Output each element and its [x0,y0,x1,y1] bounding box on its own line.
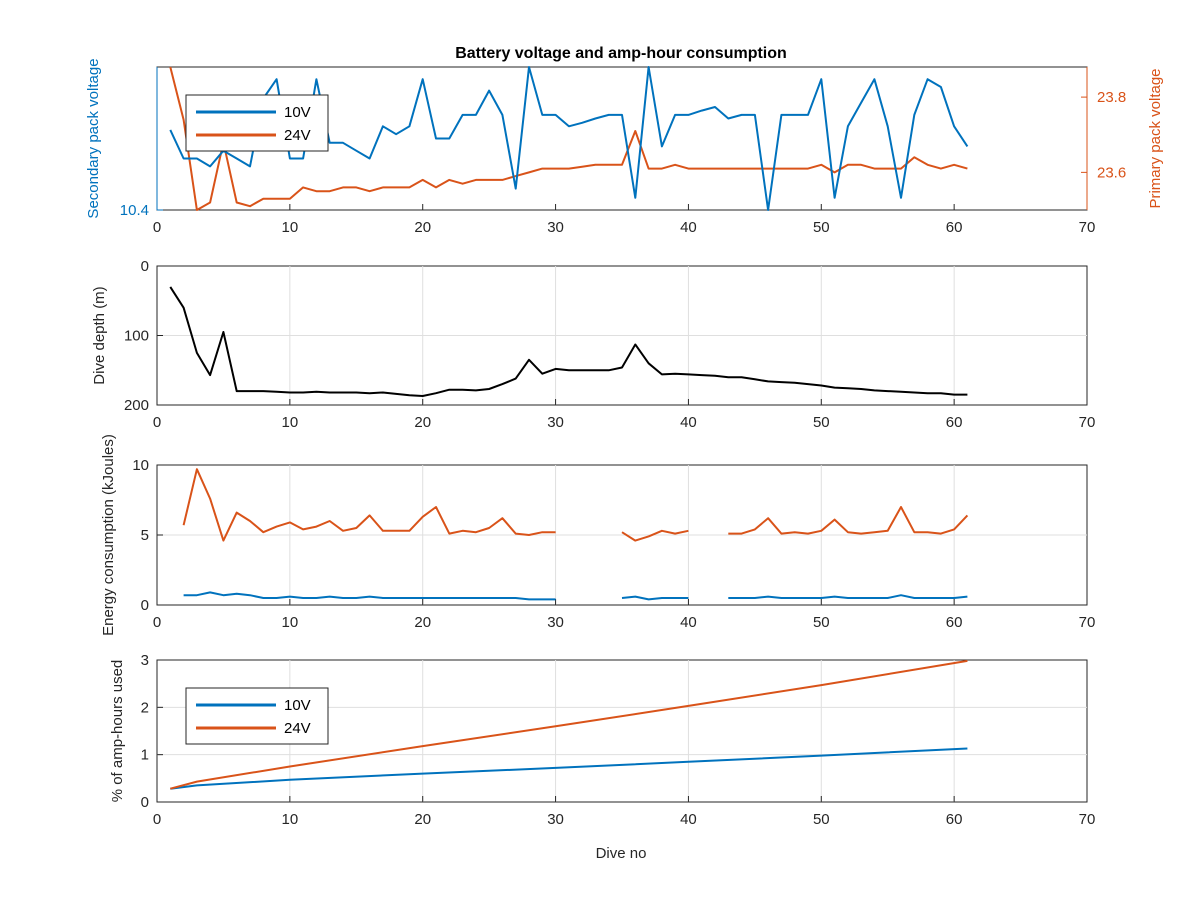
series-line-10V-segment-3 [728,594,968,599]
series-line-24V-segment-3 [728,506,969,535]
figure-title: Battery voltage and amp-hour consumption [455,45,787,62]
x-tick-label: 50 [813,219,830,236]
x-tick-label: 30 [547,414,564,431]
y-tick-label: 0 [141,794,149,811]
y-tick-label: 10 [132,457,149,474]
legend-label-24V: 24V [284,720,311,737]
series-line-24V-segment-1 [182,468,556,542]
y-tick-label: 200 [124,397,149,414]
series-line-24V-segment-2 [621,529,689,542]
x-tick-label: 10 [282,219,299,236]
x-tick-label: 60 [946,811,963,828]
x-tick-label: 10 [282,614,299,631]
y-tick-label: 0 [141,258,149,275]
y2-tick-label: 23.6 [1097,164,1126,181]
x-tick-label: 10 [282,414,299,431]
y-axis-label-amphours: % of amp-hours used [109,660,126,803]
y2-tick-label: 23.8 [1097,89,1126,106]
x-tick-label: 10 [282,811,299,828]
x-tick-label: 0 [153,811,161,828]
y-axis-label-left: Secondary pack voltage [85,58,102,218]
legend-box [185,687,329,745]
x-tick-label: 20 [414,614,431,631]
y-tick-label: 0 [141,597,149,614]
x-tick-label: 20 [414,811,431,828]
y-tick-label: 5 [141,527,149,544]
x-tick-label: 40 [680,219,697,236]
x-tick-label: 70 [1079,219,1096,236]
series-line-10V-amphours [170,747,968,790]
series-line-10V [169,66,969,211]
y-tick-label: 2 [141,699,149,716]
x-tick-label: 60 [946,614,963,631]
x-tick-label: 50 [813,414,830,431]
legend-label-24V: 24V [284,127,311,144]
series-line-24V-amphours [170,659,968,790]
x-tick-label: 70 [1079,811,1096,828]
x-tick-label: 70 [1079,414,1096,431]
x-tick-label: 30 [547,614,564,631]
series-line-10V-segment-2 [621,595,689,601]
x-tick-label: 0 [153,614,161,631]
x-tick-label: 70 [1079,614,1096,631]
x-tick-label: 0 [153,219,161,236]
y-tick-label: 10.4 [120,202,149,219]
x-tick-label: 40 [680,414,697,431]
x-tick-label: 60 [946,414,963,431]
y-axis-label-depth: Dive depth (m) [91,286,108,384]
legend-label-10V: 10V [284,697,311,714]
y-tick-label: 1 [141,747,149,764]
series-line-depth [169,286,968,397]
legend-label-10V: 10V [284,104,311,121]
x-tick-label: 0 [153,414,161,431]
legend-box [185,94,329,152]
x-tick-label: 30 [547,811,564,828]
x-tick-label: 50 [813,811,830,828]
x-tick-label: 40 [680,614,697,631]
x-tick-label: 40 [680,811,697,828]
y-axis-label-right: Primary pack voltage [1147,68,1164,208]
series-line-10V-segment-1 [183,591,556,601]
x-axis-label: Dive no [596,845,647,862]
y-axis-label-energy: Energy consumption (kJoules) [100,434,117,636]
x-tick-label: 20 [414,414,431,431]
x-tick-label: 30 [547,219,564,236]
y-tick-label: 100 [124,328,149,345]
x-tick-label: 50 [813,614,830,631]
x-tick-label: 60 [946,219,963,236]
y-tick-label: 3 [141,652,149,669]
series-line-24V [169,66,968,211]
x-tick-label: 20 [414,219,431,236]
